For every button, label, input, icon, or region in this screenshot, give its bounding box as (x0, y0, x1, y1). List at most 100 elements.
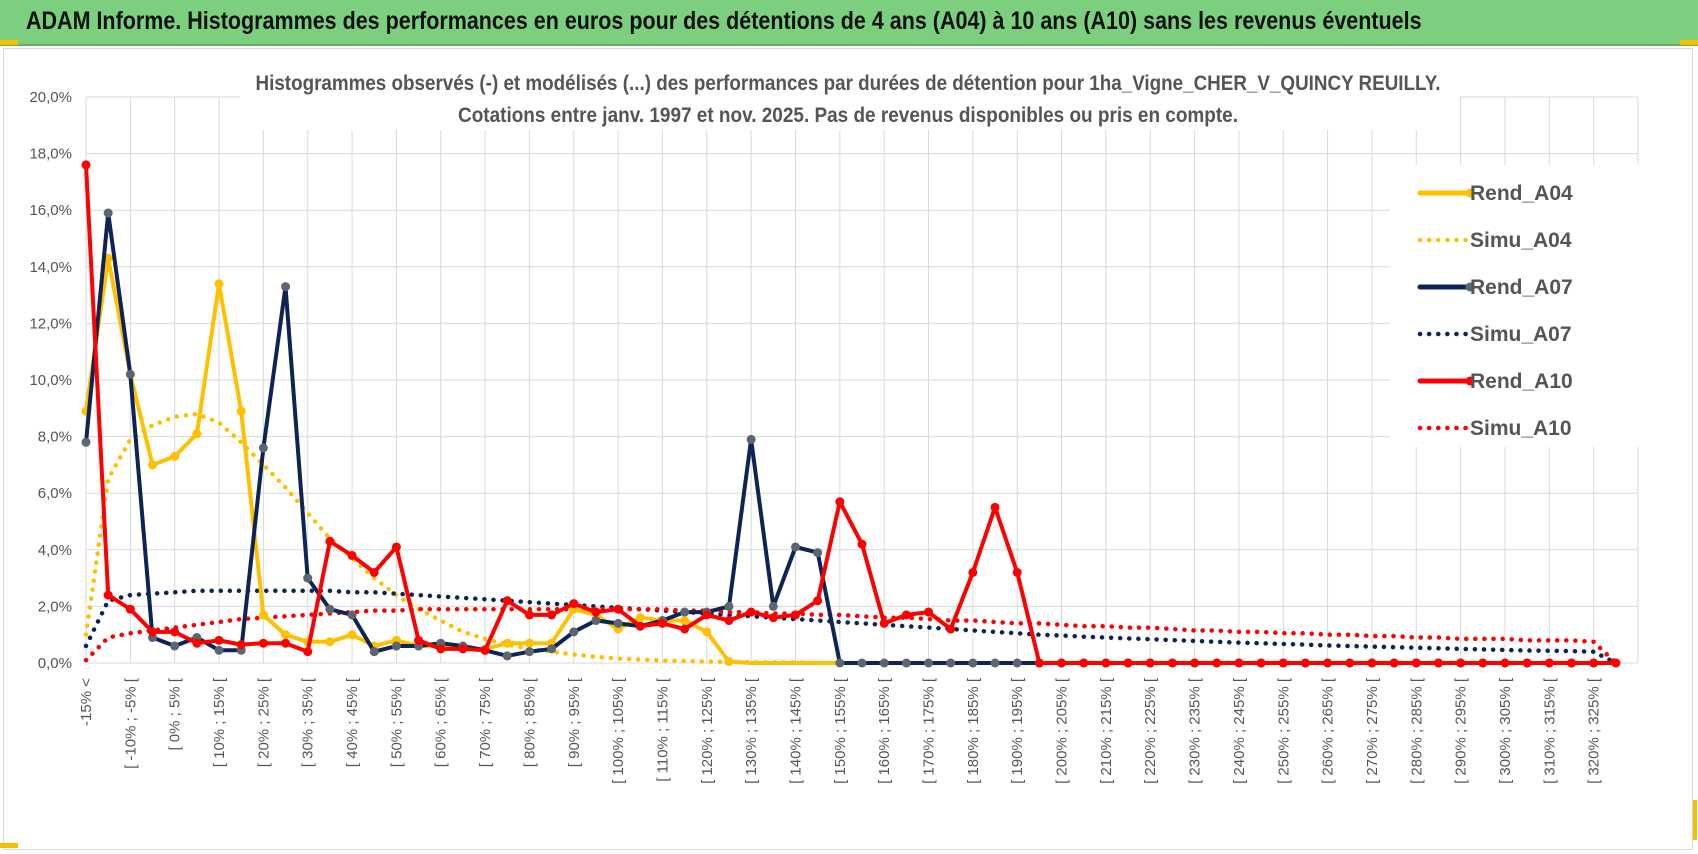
data-point (613, 618, 623, 628)
data-point (347, 610, 357, 620)
legend-label: Rend_A10 (1470, 370, 1573, 393)
data-point (214, 645, 224, 655)
data-point (1389, 658, 1399, 668)
legend-label: Simu_A10 (1470, 417, 1572, 440)
data-point (1012, 567, 1022, 577)
legend-item-Rend_A10: Rend_A10 (1417, 370, 1573, 393)
data-point (214, 635, 224, 645)
legend-label: Rend_A07 (1470, 276, 1573, 299)
x-tick-label: [ 320% ; 325% [ (1586, 677, 1603, 784)
legend-item-Simu_A10: Simu_A10 (1417, 417, 1572, 440)
y-axis: 0,0% 2,0% 4,0% 6,0% 8,0% 10,0% 12,0% 14,0% 16,0%… (29, 89, 72, 672)
data-point (258, 638, 268, 648)
data-point (1500, 658, 1510, 668)
data-point (613, 604, 623, 614)
legend-label: Simu_A07 (1470, 323, 1572, 346)
data-point (1234, 658, 1244, 668)
data-point (236, 640, 246, 650)
data-point (1300, 658, 1310, 668)
series-Rend_A04 (81, 253, 1618, 667)
data-point (1167, 658, 1177, 668)
data-point (968, 567, 978, 577)
data-point (81, 160, 91, 170)
data-point (924, 658, 934, 668)
legend-label: Rend_A04 (1470, 182, 1573, 205)
data-point (1101, 658, 1111, 668)
data-point (724, 616, 734, 626)
legend-background (1390, 165, 1648, 447)
x-tick-label: [ 250% ; 255% [ (1275, 677, 1292, 784)
data-point (835, 658, 845, 668)
data-point (547, 644, 557, 654)
x-tick-label: [ 60% ; 65% [ (433, 677, 450, 767)
x-tick-label: [ 200% ; 205% [ (1054, 677, 1071, 784)
series-line-Rend_A07 (84, 211, 1618, 665)
data-point (790, 610, 800, 620)
data-point (680, 616, 690, 626)
data-point (591, 616, 601, 626)
x-tick-label: [ 240% ; 245% [ (1231, 677, 1248, 784)
x-tick-label: [ 230% ; 235% [ (1187, 677, 1204, 784)
x-tick-label: [ 80% ; 85% [ (521, 677, 538, 767)
data-point (1566, 658, 1576, 668)
data-point (1345, 658, 1355, 668)
data-point (946, 658, 956, 668)
x-tick-label: [ 220% ; 225% [ (1142, 677, 1159, 784)
data-point (1256, 658, 1266, 668)
data-point (746, 434, 756, 444)
data-point (125, 369, 135, 379)
data-point (879, 658, 889, 668)
data-point (1411, 658, 1421, 668)
series-line-Simu_A07 (83, 588, 1619, 666)
data-point (502, 596, 512, 606)
data-point (281, 630, 291, 640)
data-point (591, 607, 601, 617)
data-point (192, 638, 202, 648)
data-point (635, 613, 645, 623)
series-Simu_A04 (83, 411, 1619, 666)
data-point (1190, 658, 1200, 668)
data-point (303, 647, 313, 657)
data-point (790, 542, 800, 552)
series-line-Rend_A10 (84, 162, 1618, 665)
data-point (502, 651, 512, 661)
data-point (990, 502, 1000, 512)
data-point (347, 550, 357, 560)
data-point (125, 604, 135, 614)
data-point (724, 657, 734, 667)
series-Rend_A07 (81, 208, 1621, 668)
data-point (325, 637, 335, 647)
data-point (702, 627, 712, 637)
data-point (680, 607, 690, 617)
data-point (746, 607, 756, 617)
x-tick-label: -15% < (78, 678, 95, 726)
y-tick-label: 4,0% (38, 542, 72, 559)
data-point (1433, 658, 1443, 668)
data-point (192, 429, 202, 439)
data-point (325, 536, 335, 546)
data-point (170, 627, 180, 637)
x-tick-label: [ 170% ; 175% [ (921, 677, 938, 784)
data-point (103, 208, 113, 218)
data-point (391, 641, 401, 651)
x-tick-label: [ 0% ; 5% [ (167, 677, 184, 750)
x-tick-label: [ 270% ; 275% [ (1364, 677, 1381, 784)
data-point (968, 658, 978, 668)
data-point (857, 658, 867, 668)
data-point (1478, 658, 1488, 668)
y-tick-label: 14,0% (29, 259, 72, 276)
x-axis: -15% < [ -10% ; -5% [[ 0% ; 5% [[ 10% ; 1… (78, 677, 1603, 784)
data-point (258, 443, 268, 453)
data-point (524, 638, 534, 648)
y-tick-label: 6,0% (38, 485, 72, 502)
data-point (1278, 658, 1288, 668)
data-point (724, 601, 734, 611)
x-tick-label: [ 180% ; 185% [ (965, 677, 982, 784)
data-point (1544, 658, 1554, 668)
data-point (901, 610, 911, 620)
data-point (281, 282, 291, 292)
x-tick-label: [ 20% ; 25% [ (255, 677, 272, 767)
data-point (1367, 658, 1377, 668)
y-tick-label: 0,0% (38, 655, 72, 672)
data-point (258, 610, 268, 620)
